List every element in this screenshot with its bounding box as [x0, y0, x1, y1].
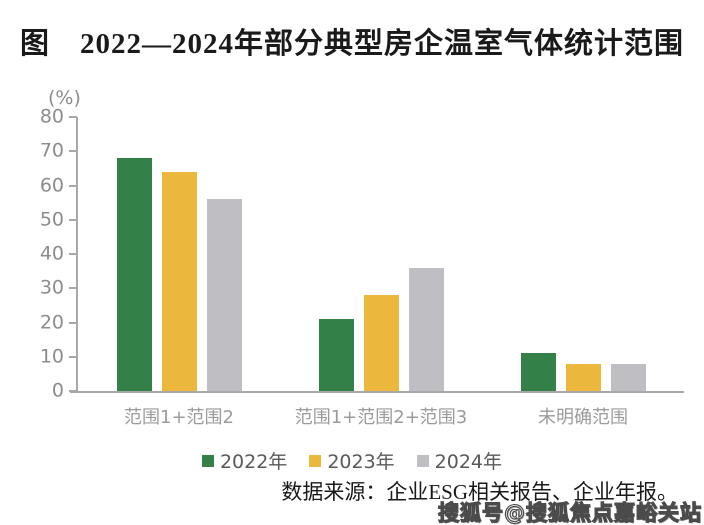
y-axis-tick-label: 60 [39, 174, 64, 196]
data-source-note: 数据来源：企业ESG相关报告、企业年报。 [281, 480, 678, 504]
y-axis-tick-label: 80 [39, 105, 64, 128]
legend-label: 2023年 [327, 451, 395, 473]
legend: 2022年 2023年 2024年 [0, 447, 704, 474]
bar-2022年 [116, 158, 152, 391]
chart-title: 图 2022—2024年部分典型房企温室气体统计范围 [19, 28, 684, 60]
x-axis-category-label: 范围1+范围2+范围3 [294, 407, 468, 428]
bar-2024年 [206, 199, 242, 391]
y-axis-tick-label: 70 [39, 139, 64, 162]
legend-item-2023年: 2023年 [309, 447, 395, 474]
y-axis-tick [69, 184, 77, 187]
legend-swatch-icon [201, 454, 214, 467]
legend-swatch-icon [416, 454, 429, 467]
legend-item-2022年: 2022年 [201, 447, 288, 474]
watermark: 搜狐号@搜狐焦点嘉峪关站 [437, 500, 702, 525]
x-axis-category-label: 未明确范围 [538, 407, 628, 428]
bar-2024年 [610, 363, 646, 391]
x-axis-category-label: 范围1+范围2 [124, 407, 234, 428]
y-axis-tick-label: 10 [39, 345, 64, 368]
bar-group [280, 117, 482, 391]
bar-2022年 [318, 319, 354, 391]
y-axis-tick [69, 321, 77, 324]
bar-group [78, 117, 280, 391]
y-axis-tick [69, 287, 77, 290]
y-axis-tick-label: 40 [39, 242, 64, 265]
y-axis-tick-label: 20 [39, 311, 64, 333]
x-axis-extension [70, 391, 76, 393]
y-axis-tick [69, 355, 77, 358]
y-axis-unit-label: (%) [48, 87, 81, 109]
legend-swatch-icon [309, 454, 322, 467]
bar-2022年 [520, 353, 556, 391]
legend-item-2024年: 2024年 [416, 447, 503, 474]
y-axis-tick [69, 390, 77, 392]
bar-2023年 [363, 295, 399, 391]
legend-label: 2024年 [434, 451, 503, 473]
y-axis-tick-label: 0 [51, 379, 64, 402]
y-axis-tick [69, 116, 77, 118]
y-axis-tick [69, 150, 77, 153]
legend-label: 2022年 [219, 451, 288, 473]
bar-2023年 [565, 363, 601, 391]
y-axis-tick [69, 218, 77, 221]
bar-2023年 [161, 171, 197, 391]
y-axis-tick-label: 50 [39, 208, 64, 231]
bar-2024年 [408, 267, 444, 391]
bar-group [482, 117, 684, 391]
y-axis-tick-label: 30 [39, 276, 64, 299]
y-axis-tick [69, 253, 77, 255]
plot-area: 0 10 20 30 40 50 60 70 80 范围1+范围2 范围1+范围2+范围3 未明确范围 [40, 107, 684, 428]
